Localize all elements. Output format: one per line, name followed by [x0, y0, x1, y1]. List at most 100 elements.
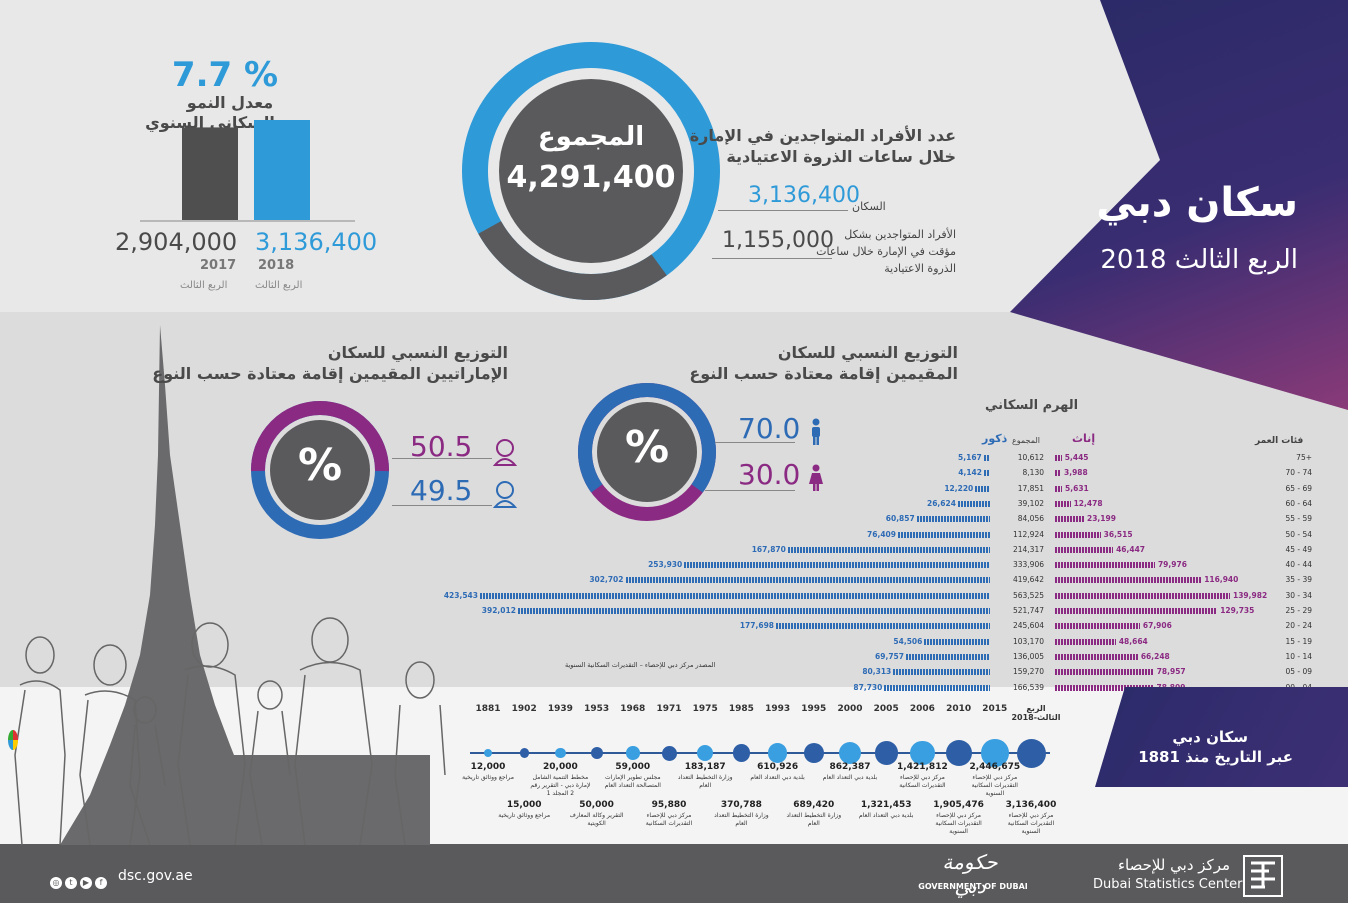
pyramid-age-group: 15 - 19 — [1285, 636, 1312, 646]
twitter-icon[interactable]: t — [65, 877, 77, 889]
pyramid-male-value: 167,870 — [751, 544, 786, 554]
timeline-dot — [1016, 738, 1046, 768]
pyramid-total-value: 8,130 — [1022, 468, 1044, 478]
pyramid-total-value: 136,005 — [1012, 651, 1044, 661]
pyramid-total-value: 112,924 — [1012, 529, 1044, 539]
pyramid-age-group: 20 - 24 — [1285, 621, 1312, 631]
youtube-icon[interactable]: ▶ — [80, 877, 92, 889]
residents-value: 3,136,400 — [748, 183, 860, 208]
timeline-year: 2015 — [982, 704, 1008, 714]
emirati-title-1: التوزيع النسبي للسكان — [327, 343, 508, 362]
pyramid-female-value: 5,631 — [1065, 483, 1089, 493]
pyramid-female-bar — [1055, 623, 1140, 630]
pyramid-male-bar — [776, 623, 990, 630]
pyramid-female-bar — [1055, 577, 1202, 584]
timeline-value: 183,187 — [684, 762, 726, 772]
residents-label: السكان — [852, 200, 886, 213]
timeline-dot — [910, 740, 935, 766]
pyramid-male-value: 69,757 — [875, 651, 904, 661]
pyramid-male-bar — [684, 562, 990, 569]
pyramid-female-bar — [1055, 684, 1154, 691]
timeline-value: 59,000 — [615, 762, 651, 772]
facebook-icon[interactable]: f — [95, 877, 107, 889]
temporary-label-3: الذروة الاعتيادية — [884, 262, 956, 275]
pyramid-male-bar — [625, 577, 990, 584]
page-title: سكان دبي — [1096, 180, 1298, 226]
curr-population: 3,136,400 — [255, 228, 378, 256]
pyramid-male-bar — [884, 684, 990, 691]
timeline-source: مركز دبي للإحصاء التقديرات السكانية السن… — [935, 812, 982, 835]
emirati-male-connector — [392, 505, 492, 506]
timeline-dot — [945, 739, 972, 767]
pyramid-age-group: 65 - 69 — [1285, 483, 1312, 493]
timeline-source: بلدية دبي التعداد العام — [750, 774, 805, 781]
pyramid-female-value: 48,664 — [1118, 636, 1148, 646]
pyramid-male-bar — [957, 500, 990, 507]
timeline-dot — [874, 741, 898, 765]
timeline-year: 1985 — [728, 704, 754, 714]
timeline-dot — [981, 739, 1009, 767]
pyramid-male-bar — [924, 638, 990, 645]
website-link[interactable]: dsc.gov.ae — [118, 868, 193, 884]
pyramid-male-bar — [480, 592, 990, 599]
timeline-value: 370,788 — [720, 800, 762, 810]
residents-connector — [718, 210, 848, 211]
timeline-source: مركز دبي للإحصاء التقديرات السكانية — [899, 774, 946, 789]
total-title-2: خلال ساعات الذروة الاعتيادية — [726, 147, 956, 166]
timeline-value: 2,446,675 — [969, 762, 1021, 772]
timeline-value: 50,000 — [579, 800, 614, 810]
page-subtitle: الربع الثالث 2018 — [1100, 245, 1298, 275]
history-title-1: سكان دبي — [1172, 728, 1248, 746]
pyramid-age-group: 05 - 09 — [1285, 667, 1312, 677]
emirati-female-icon — [492, 439, 518, 466]
pyramid-age-group: 70 - 74 — [1285, 468, 1312, 478]
timeline-value: 610,926 — [757, 762, 799, 772]
timeline-year: 2010 — [946, 704, 972, 714]
pyramid-col-total: المجموع — [1012, 436, 1040, 445]
growth-bar-2018 — [254, 120, 310, 220]
pyramid-age-group: 45 - 49 — [1285, 544, 1312, 554]
pyramid-age-group: 60 - 64 — [1285, 498, 1312, 508]
timeline-dot — [697, 744, 714, 762]
dsc-name-ar: مركز دبي للإحصاء — [1117, 856, 1230, 874]
timeline-value: 3,136,400 — [1005, 800, 1057, 810]
timeline-source: مركز دبي للإحصاء التقديرات السكانية السن… — [1007, 812, 1055, 835]
timeline-year: 2000 — [837, 704, 863, 714]
instagram-icon[interactable]: ◎ — [50, 877, 62, 889]
pyramid-female-bar — [1055, 562, 1155, 569]
pyramid-age-group: 40 - 44 — [1285, 560, 1312, 570]
all-male-pct: 70.0 — [738, 412, 801, 445]
pyramid-female-bar — [1055, 485, 1063, 492]
timeline-dot — [484, 749, 492, 757]
all-female-connector — [705, 490, 795, 491]
pyramid-total-value: 521,747 — [1012, 606, 1044, 615]
pyramid-total-value: 159,270 — [1012, 667, 1044, 677]
pyramid-male-bar — [897, 531, 990, 538]
dsc-logo-icon — [1243, 855, 1283, 897]
all-male-connector — [715, 442, 795, 443]
timeline-source: بلدية دبي التعداد العام — [822, 774, 878, 781]
timeline-dot — [555, 747, 566, 759]
pyramid-total-value: 245,604 — [1012, 621, 1044, 631]
pyramid-age-group: 55 - 59 — [1285, 514, 1312, 524]
timeline-source: مخطط التنمية الشامل لإمارة دبي - التقرير… — [530, 774, 591, 797]
growth-label-2: السكاني السنوي — [145, 113, 275, 132]
pyramid-male-bar — [906, 653, 990, 660]
timeline-dot — [768, 743, 788, 763]
growth-bar-chart — [140, 120, 355, 222]
timeline-source: وزارة التخطيط التعداد العام — [714, 812, 769, 827]
pyramid-male-bar — [787, 546, 990, 553]
timeline-year: 1995 — [801, 704, 827, 714]
timeline-source: مراجع ووثائق تاريخية — [462, 774, 514, 781]
total-ring — [462, 42, 720, 300]
growth-label-1: معدل النمو — [186, 93, 274, 112]
pyramid-male-bar — [983, 455, 990, 461]
pyramid-age-group: 25 - 29 — [1285, 606, 1312, 615]
timeline-dot — [839, 742, 861, 764]
timeline-dot — [590, 746, 603, 760]
pyramid-male-value: 26,624 — [926, 498, 956, 508]
pyramid-female-bar — [1055, 669, 1154, 676]
pyramid-male-bar — [893, 669, 990, 676]
pyramid-female-value: 79,976 — [1157, 560, 1187, 570]
prev-quarter: الربع الثالث — [180, 280, 228, 291]
